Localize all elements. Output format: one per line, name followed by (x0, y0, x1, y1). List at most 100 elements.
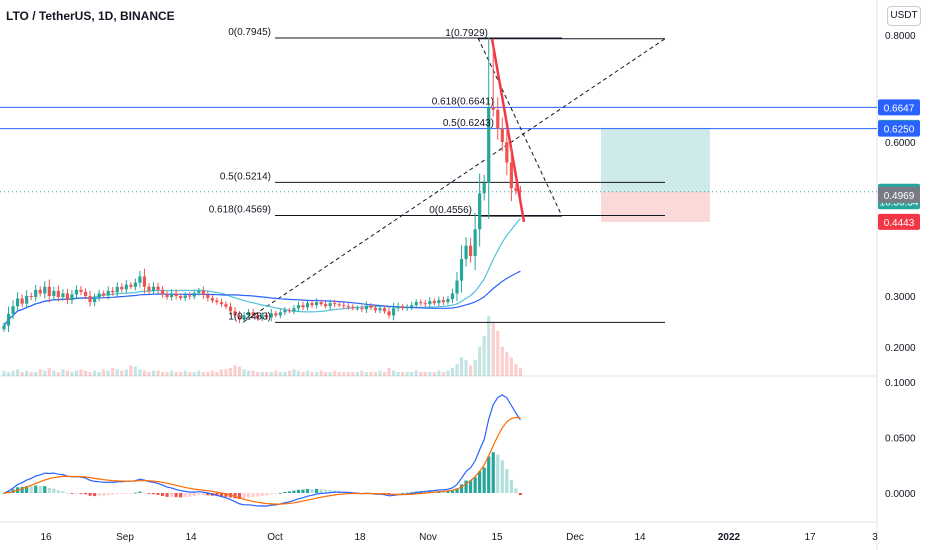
macd-histogram-bar (450, 490, 455, 493)
volume-bar (468, 365, 473, 376)
position-tool[interactable] (601, 127, 710, 222)
volume-bar (197, 370, 201, 376)
price-badges: 0.66470.62650.62500.503110:30:340.49690.… (878, 99, 920, 230)
macd-histogram-bar (197, 493, 201, 496)
price-axis[interactable]: 0.8000 0.6000 0.3000 0.2000 0.1000 0.0500 0.00… (885, 31, 916, 500)
macd-histogram-bar (265, 493, 269, 496)
macd-tick-label: 0.0500 (885, 434, 916, 445)
symbol-title[interactable]: LTO / TetherUS, 1D, BINANCE (6, 9, 175, 23)
macd-histogram-bar (405, 492, 409, 494)
fib-label: 0.618(0.4569) (209, 204, 271, 215)
volume-bar (206, 372, 210, 376)
volume-bar (215, 372, 219, 376)
candle-body (478, 193, 482, 230)
volume-bar (43, 370, 47, 376)
candle-body (133, 282, 137, 287)
macd-histogram-bar (142, 492, 147, 494)
macd-histogram-bar (514, 488, 518, 493)
macd-histogram-bar (391, 493, 396, 494)
volume-bar (115, 369, 119, 376)
macd-histogram-bar (215, 493, 219, 497)
drawing-tools[interactable] (242, 37, 666, 323)
volume-bar (391, 370, 396, 376)
volume-bar (346, 372, 350, 376)
horizontal-lines[interactable] (0, 106, 877, 193)
volume-bar (360, 370, 364, 376)
macd-line (3, 394, 521, 507)
macd-histogram-bar (441, 491, 446, 493)
macd-histogram-bar (487, 456, 491, 493)
volume-bar (11, 370, 15, 376)
volume-bar (491, 322, 495, 376)
price-badge-label: 0.4969 (884, 191, 915, 202)
volume-bar (29, 372, 33, 376)
macd-histogram-bar (102, 493, 106, 496)
candle-body (305, 303, 310, 308)
volume-bar (179, 372, 183, 376)
candle-body (111, 290, 115, 293)
candle-body (464, 245, 468, 260)
candle-body (188, 295, 192, 297)
candle-body (165, 294, 169, 298)
volume-bar (165, 372, 169, 376)
volume-bar (260, 372, 264, 376)
volume-bar (237, 366, 242, 376)
macd-histogram-bar (260, 493, 264, 496)
time-tick-label: 17 (804, 532, 816, 543)
volume-bar (478, 346, 482, 376)
volume-bar (242, 369, 246, 376)
candle-body (446, 299, 450, 303)
volume-bar (6, 372, 11, 376)
candle-body (283, 310, 287, 313)
candle-body (97, 293, 101, 299)
currency-selector[interactable]: USDT (887, 6, 921, 26)
volume-bar (319, 370, 323, 376)
volume-bar (473, 360, 477, 376)
candle-body (500, 128, 504, 142)
macd-histogram-bar (401, 492, 405, 494)
volume-bar (97, 372, 101, 376)
volume-bar (129, 365, 133, 376)
candle-body (120, 286, 124, 290)
volume-bar (441, 372, 446, 376)
candle-body (396, 306, 400, 309)
macd-histogram-bar (156, 493, 160, 495)
candle-body (292, 308, 296, 312)
macd-histogram-bar (129, 493, 133, 494)
volume-bar (373, 372, 378, 376)
candle-body (242, 315, 246, 320)
volume-bar (428, 372, 432, 376)
candle-body (333, 303, 337, 305)
candle-body (450, 293, 455, 300)
candle-body (6, 313, 11, 326)
candle-body (210, 298, 214, 301)
macd-histogram-bar (120, 493, 124, 494)
trend-line-dashed (477, 37, 563, 217)
volume-bar (188, 372, 192, 376)
candle-body (129, 284, 133, 287)
position-profit-zone (601, 127, 710, 192)
candle-body (11, 306, 15, 314)
volume-bar (20, 372, 24, 376)
time-axis[interactable]: 16 Sep 14 Oct 18 Nov 15 Dec 14 2022 17 3 (40, 532, 878, 543)
volume-bar (405, 372, 409, 376)
volume-bar (459, 357, 464, 376)
candle-body (432, 301, 436, 304)
volume-bar (61, 369, 65, 376)
position-loss-zone (601, 191, 710, 222)
volume-bar (2, 370, 6, 376)
candle-body (310, 303, 314, 306)
volume-bar (156, 370, 160, 376)
candle-body (428, 301, 432, 305)
candle-body (20, 298, 24, 304)
volume-bar (509, 357, 513, 376)
candle-body (364, 305, 368, 310)
volume-bar (265, 372, 269, 376)
candle-body (151, 286, 156, 291)
candle-body (29, 296, 33, 298)
macd-histogram-bar (97, 493, 101, 496)
candle-body (355, 308, 359, 310)
time-tick-label: 14 (185, 532, 197, 543)
macd-histogram-bar (83, 493, 88, 495)
